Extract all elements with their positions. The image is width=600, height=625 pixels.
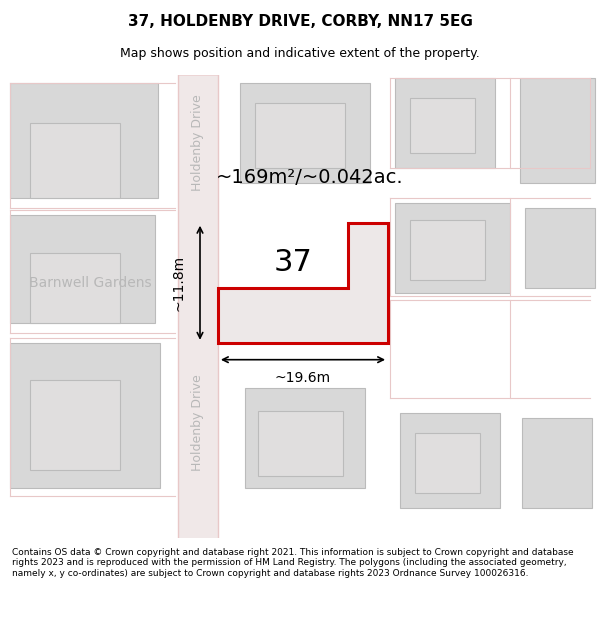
Text: 37: 37 [274,248,313,278]
Bar [10,83,158,198]
Bar [10,215,155,322]
Bar [415,432,480,492]
Bar [525,208,595,288]
Bar [30,253,120,322]
Text: ~11.8m: ~11.8m [171,255,185,311]
Text: Map shows position and indicative extent of the property.: Map shows position and indicative extent… [120,48,480,61]
Text: 37, HOLDENBY DRIVE, CORBY, NN17 5EG: 37, HOLDENBY DRIVE, CORBY, NN17 5EG [128,14,472,29]
Bar [245,388,365,488]
Polygon shape [218,223,388,343]
Bar [522,418,592,508]
Bar [30,379,120,469]
Text: ~19.6m: ~19.6m [275,371,331,384]
Bar [255,103,345,168]
Bar [240,83,370,183]
Bar [395,203,510,292]
Bar [30,123,120,198]
Text: Contains OS data © Crown copyright and database right 2021. This information is : Contains OS data © Crown copyright and d… [12,548,574,578]
Bar [10,342,160,488]
Text: Barnwell Gardens: Barnwell Gardens [29,276,151,290]
Bar [400,412,500,508]
Bar [258,411,343,476]
Bar [410,220,485,280]
Text: Holdenby Drive: Holdenby Drive [191,374,205,471]
Bar [178,75,218,538]
Bar [520,78,595,183]
Text: ~169m²/~0.042ac.: ~169m²/~0.042ac. [216,168,404,187]
Bar [410,98,475,153]
Bar [395,78,495,168]
Text: Holdenby Drive: Holdenby Drive [191,94,205,191]
